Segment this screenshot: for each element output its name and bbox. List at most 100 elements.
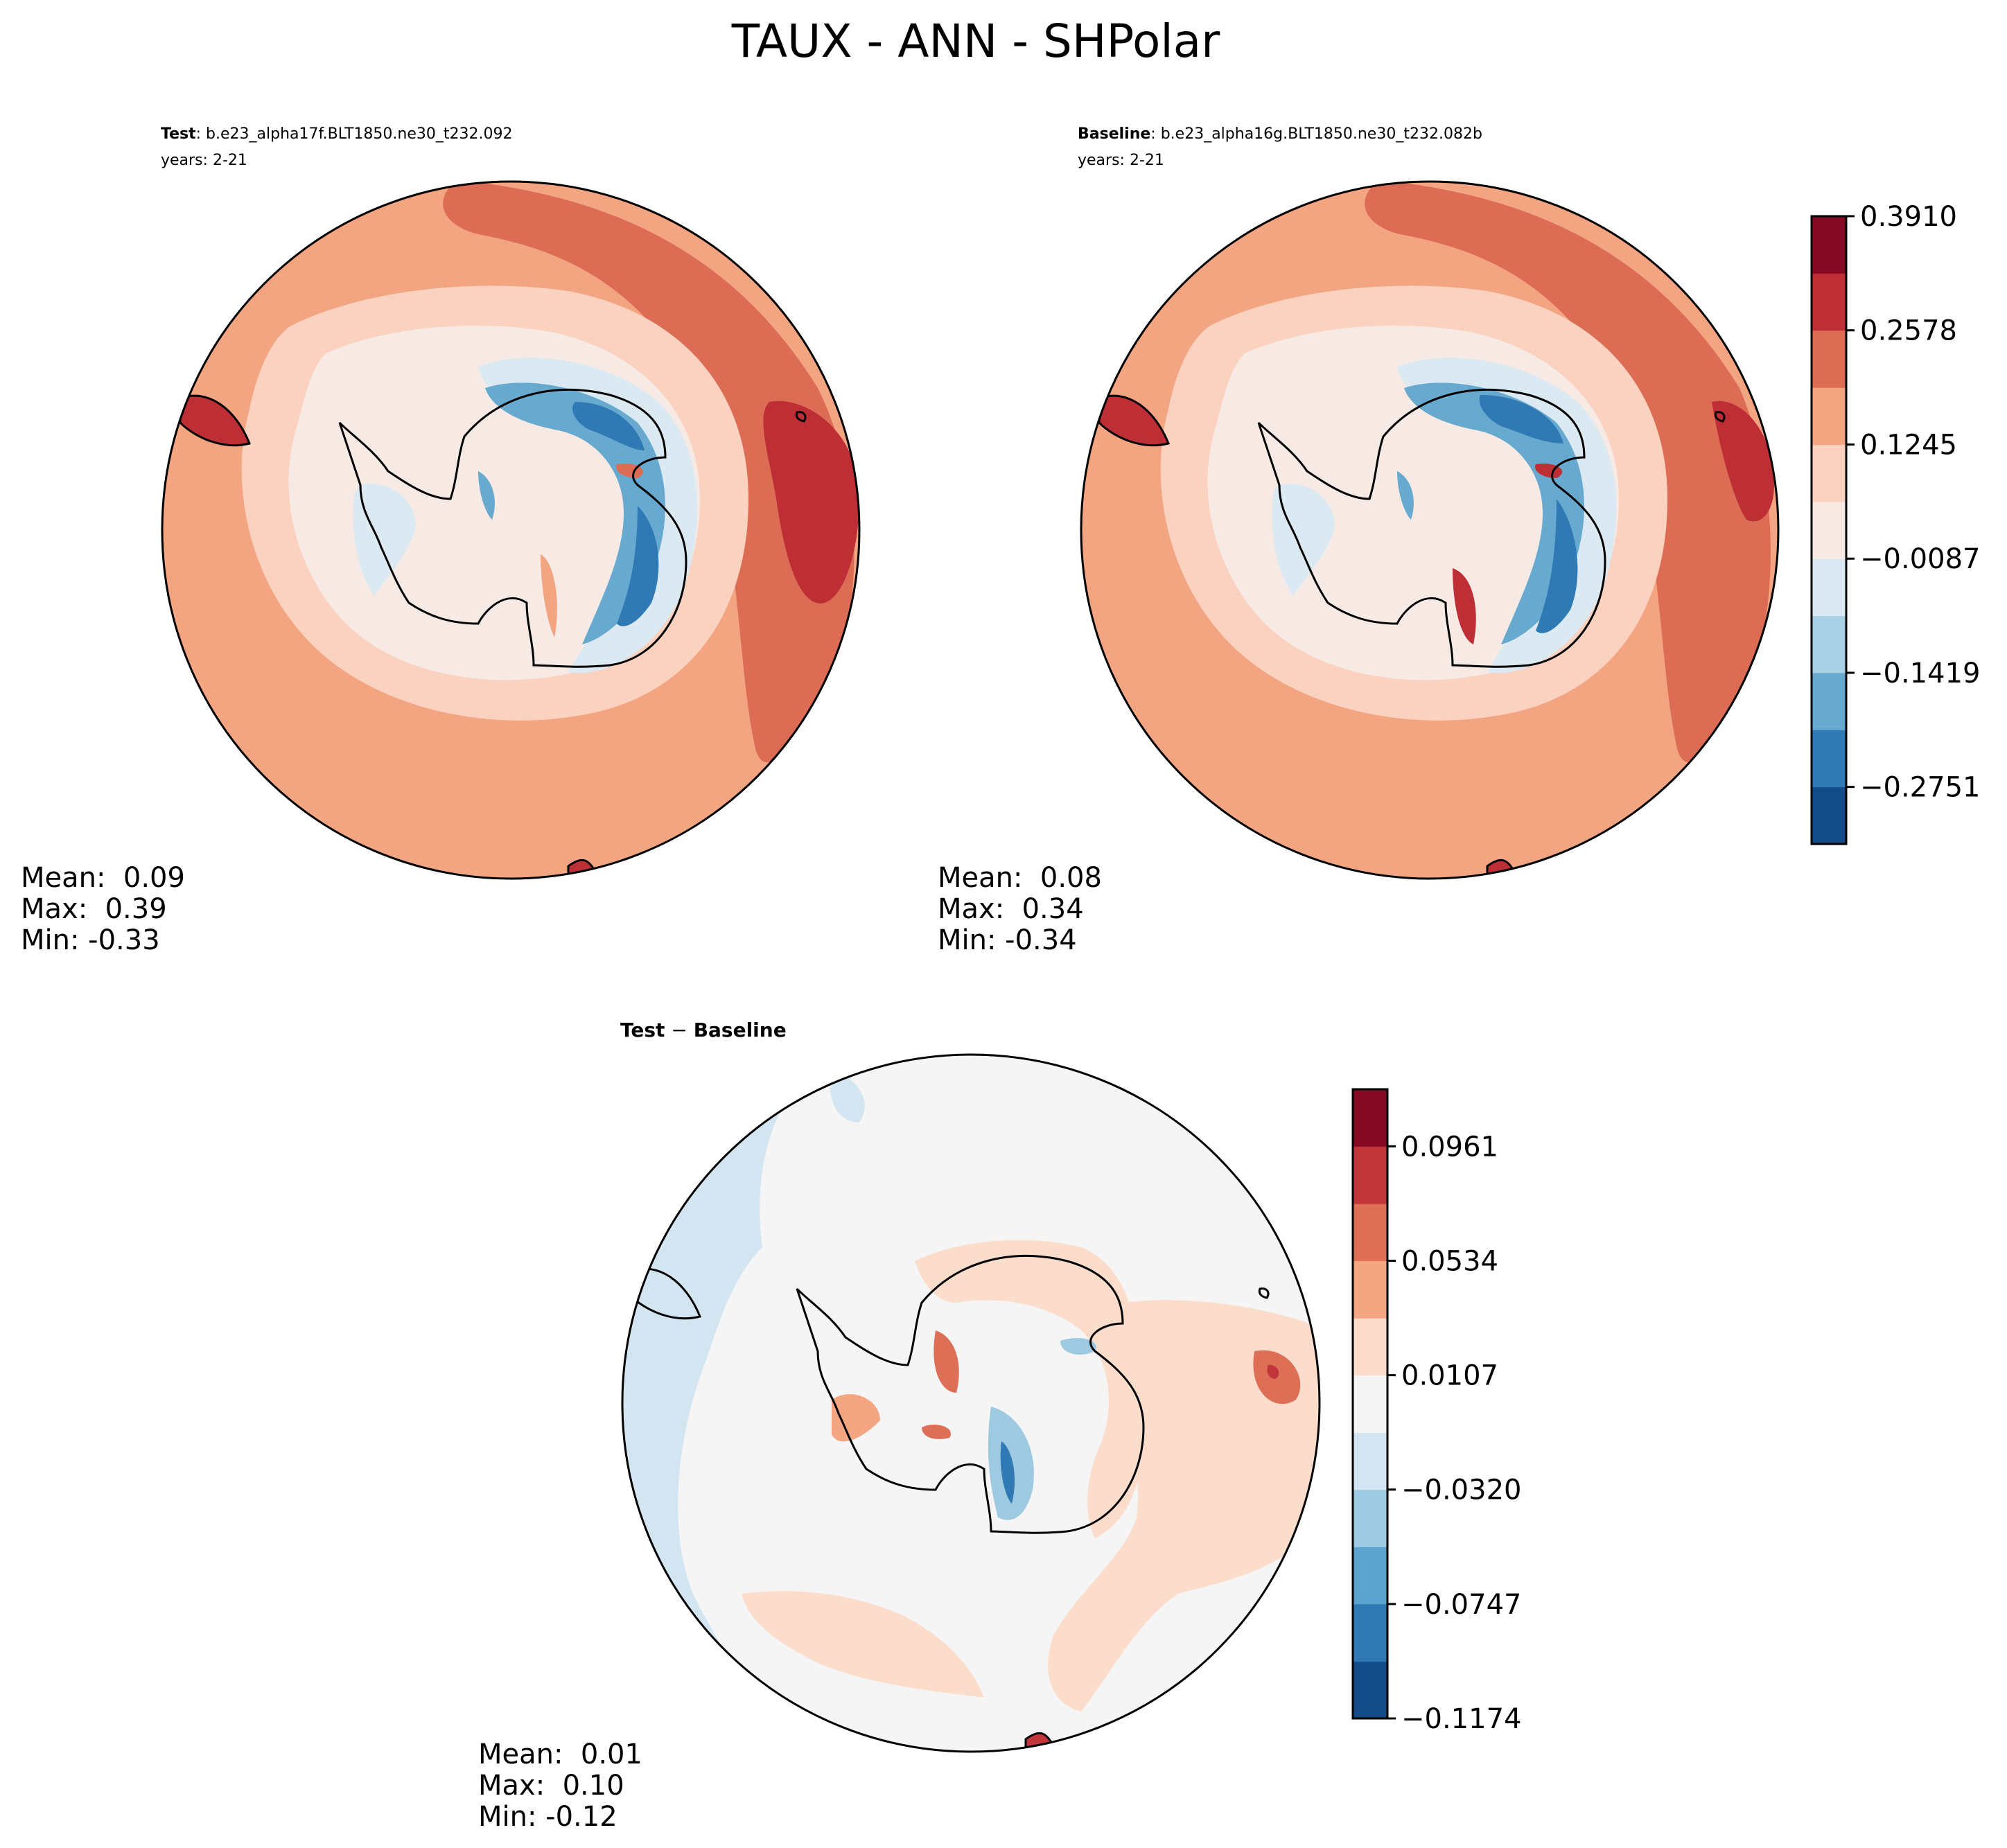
panel-baseline-label-bold: Baseline <box>1078 125 1150 143</box>
colorbar-segment <box>1353 1432 1387 1490</box>
colorbar-segment <box>1353 1318 1387 1376</box>
colorbar-tick-label: −0.1419 <box>1860 658 1980 689</box>
colorbar-tick-label: −0.2751 <box>1860 772 1980 804</box>
panel-test-stat-max: Max: 0.39 <box>21 893 167 925</box>
panel-diff-map-border <box>621 1053 1321 1753</box>
colorbar-segment <box>1812 216 1846 274</box>
colorbar-segment <box>1353 1661 1387 1719</box>
colorbar-border <box>1351 1088 1389 1720</box>
colorbar-segment <box>1812 615 1846 674</box>
colorbar-segment <box>1353 1547 1387 1605</box>
panel-baseline-label: Baseline: b.e23_alpha16g.BLT1850.ne30_t2… <box>1078 125 1482 143</box>
panel-baseline-map-border <box>1080 180 1780 880</box>
colorbar-tick-label: −0.1174 <box>1401 1703 1521 1735</box>
colorbar-tick-label: 0.0961 <box>1401 1131 1498 1163</box>
map-red-bottom <box>742 1591 984 1698</box>
colorbar-segment <box>1353 1089 1387 1147</box>
panel-diff-stat-min: Min: -0.12 <box>478 1801 617 1833</box>
map-blue-dark <box>1479 395 1563 443</box>
panel-test-map <box>162 182 859 879</box>
panel-test-label-bold: Test <box>161 125 196 143</box>
map-south-america <box>629 1267 702 1320</box>
panel-baseline-label-rest: : b.e23_alpha16g.BLT1850.ne30_t232.082b <box>1150 125 1482 143</box>
panel-baseline: Baseline: b.e23_alpha16g.BLT1850.ne30_t2… <box>938 125 1780 956</box>
colorbar-tick-label: 0.0534 <box>1401 1245 1498 1277</box>
panel-test-label: Test: b.e23_alpha17f.BLT1850.ne30_t232.0… <box>161 125 512 143</box>
map-band-darkred <box>763 401 859 604</box>
panel-test-stat-min: Min: -0.33 <box>21 924 160 956</box>
panel-baseline-stat-mean: Mean: 0.08 <box>938 862 1102 894</box>
map-coast-red <box>915 1240 1147 1538</box>
map-red-spot-core <box>1267 1364 1279 1379</box>
map-coastline <box>796 1255 1145 1534</box>
colorbar-segment <box>1812 330 1846 388</box>
panel-diff-map <box>622 1055 1320 1752</box>
colorbar-segment <box>1812 558 1846 617</box>
map-blue-peninsula <box>1272 484 1335 596</box>
map-band-red <box>1365 182 1771 762</box>
map-blue-patch-2 <box>1060 1337 1096 1355</box>
panel-diff-label-baseline: Baseline <box>694 1019 787 1041</box>
figure-title: TAUX - ANN - SHPolar <box>731 15 1220 68</box>
map-red-patch <box>832 1393 880 1442</box>
colorbar-segment <box>1812 444 1846 502</box>
map-blue-patch-core <box>1000 1441 1015 1504</box>
map-red-small <box>541 554 557 637</box>
panel-test-label-rest: : b.e23_alpha17f.BLT1850.ne30_t232.092 <box>196 125 513 143</box>
colorbar-top: 0.3910 0.2578 0.1245 −0.0087 −0.1419 −0.2751 <box>1810 201 1980 845</box>
colorbar-segment <box>1353 1204 1387 1261</box>
colorbar-diff: 0.0961 0.0534 0.0107 −0.0320 −0.0747 −0.1174 <box>1351 1088 1521 1735</box>
colorbar-segment <box>1353 1489 1387 1548</box>
map-south-america <box>1098 394 1171 447</box>
colorbar-segment <box>1353 1603 1387 1662</box>
colorbar-segment <box>1353 1260 1387 1319</box>
map-red-small <box>1453 568 1476 644</box>
panel-baseline-map <box>1081 182 1778 879</box>
colorbar-tick-label: 0.2578 <box>1860 315 1957 347</box>
panel-test-stat-mean: Mean: 0.09 <box>21 862 185 894</box>
map-red-patch-2 <box>934 1330 959 1393</box>
map-red-patch-3 <box>922 1424 951 1439</box>
colorbar-tick-label: 0.0107 <box>1401 1360 1498 1392</box>
map-island <box>1258 1287 1270 1299</box>
map-red-right <box>1048 1300 1320 1711</box>
panel-diff-label-minus: − <box>665 1019 693 1041</box>
panel-baseline-stat-min: Min: -0.34 <box>938 924 1077 956</box>
colorbar-segment <box>1812 387 1846 446</box>
map-south-america <box>179 394 252 447</box>
panel-test: Test: b.e23_alpha17f.BLT1850.ne30_t232.0… <box>21 125 861 956</box>
map-island <box>1714 411 1726 423</box>
colorbar-segment <box>1812 273 1846 331</box>
map-coastline <box>338 389 687 668</box>
map-blue-mid <box>485 382 665 644</box>
panel-test-map-border <box>161 180 861 880</box>
map-coastline <box>1257 389 1606 668</box>
panel-diff: Test − Baseline Mean: 0. <box>478 1019 1321 1833</box>
colorbar-segment <box>1812 730 1846 788</box>
panel-baseline-stat-max: Max: 0.34 <box>938 893 1084 925</box>
panel-test-years: years: 2-21 <box>161 152 247 169</box>
panel-diff-stat-mean: Mean: 0.01 <box>478 1739 642 1770</box>
map-blue-dark-2 <box>1536 499 1578 633</box>
map-island <box>795 411 807 423</box>
panel-diff-label: Test − Baseline <box>620 1019 787 1041</box>
colorbar-tick-label: 0.1245 <box>1860 430 1957 461</box>
colorbar-segment <box>1812 672 1846 730</box>
map-blue-peninsula <box>353 484 416 596</box>
map-blue-dark <box>572 402 645 450</box>
colorbar-tick-label: −0.0747 <box>1401 1589 1521 1621</box>
map-blue-dark-2 <box>617 506 659 626</box>
panel-diff-label-test: Test <box>620 1019 665 1041</box>
map-blue-mid <box>1404 382 1584 644</box>
colorbar-tick-label: −0.0087 <box>1860 543 1980 575</box>
panel-baseline-years: years: 2-21 <box>1078 152 1164 169</box>
colorbar-segment <box>1812 501 1846 559</box>
map-blue-small <box>478 471 495 520</box>
colorbar-segment <box>1353 1375 1387 1433</box>
map-band-darkred <box>1712 401 1774 522</box>
map-band-red <box>443 182 854 762</box>
colorbar-segment <box>1812 786 1846 845</box>
colorbar-tick-label: 0.3910 <box>1860 201 1957 233</box>
colorbar-segment <box>1353 1146 1387 1204</box>
